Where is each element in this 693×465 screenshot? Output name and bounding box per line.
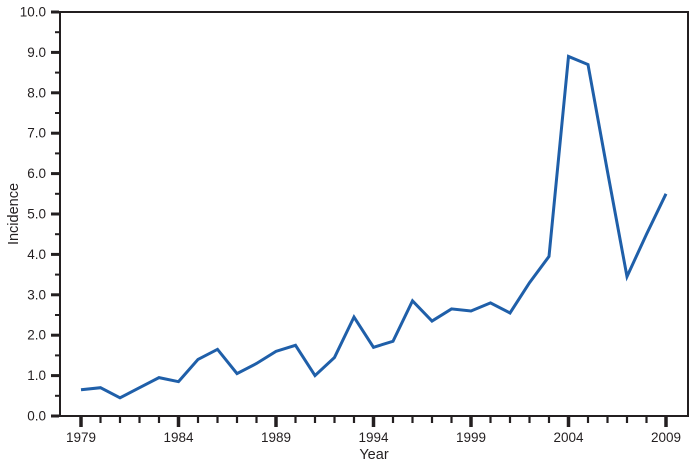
x-tick-label: 1989 (261, 430, 291, 445)
y-tick-label: 8.0 (27, 85, 46, 100)
x-tick-label: 1979 (66, 430, 96, 445)
y-tick-label: 7.0 (27, 126, 46, 141)
incidence-series-line (80, 54, 668, 400)
y-tick-label: 5.0 (27, 207, 46, 222)
y-tick-label: 0.0 (27, 409, 46, 424)
x-axis-title: Year (359, 447, 388, 463)
y-tick-label: 4.0 (27, 247, 46, 262)
generated-chart-content: 0.0 1.0 2.0 3.0 4.0 5.0 6.0 7.0 8.0 9.0 10.0 1979 19… (20, 5, 681, 446)
y-axis-title: Incidence (6, 183, 22, 245)
y-tick-label: 3.0 (27, 287, 46, 302)
y-tick-label: 9.0 (27, 45, 46, 60)
y-tick-label: 6.0 (27, 166, 46, 181)
x-tick-label: 2004 (553, 430, 584, 445)
x-tick-label: 2009 (651, 430, 681, 445)
x-tick-label: 1994 (358, 430, 389, 445)
y-tick-label: 2.0 (27, 328, 46, 343)
plot-area-border (59, 11, 689, 417)
x-tick-label: 1984 (163, 430, 194, 445)
x-tick-label: 1999 (456, 430, 486, 445)
y-tick-label: 1.0 (27, 368, 46, 383)
y-tick-label: 10.0 (20, 5, 46, 20)
